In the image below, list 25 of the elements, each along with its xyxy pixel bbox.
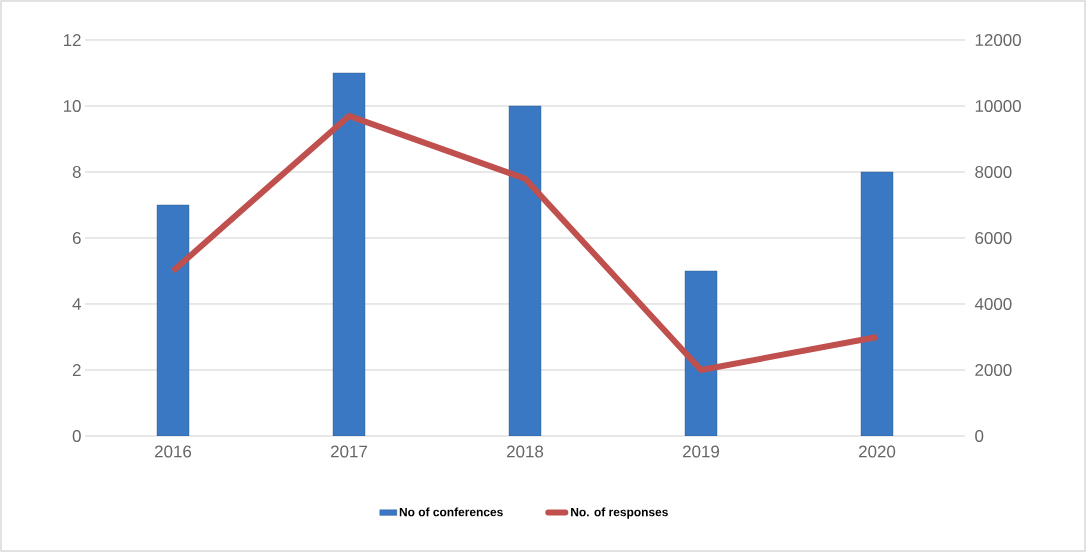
x-tick-label: 2018 [507,445,544,458]
y2-tick-label: 8000 [975,166,1012,178]
x-tick-label: 2020 [859,445,896,458]
y2-tick-label: 12000 [975,34,1021,46]
bar [508,105,542,436]
y-tick-label: 4 [72,298,81,310]
bar [332,72,366,436]
y2-tick-label: 6000 [975,232,1012,244]
bar [156,204,190,436]
x-tick-label: 2019 [683,445,720,458]
y-tick-label: 2 [72,364,81,376]
bar [860,171,894,436]
y-tick-label: 12 [63,34,81,46]
legend-label: No. of responses [571,507,668,519]
y2-tick-label: 4000 [974,298,1012,310]
legend-label: No of conferences [399,507,503,517]
y2-tick-label: 2000 [975,364,1012,376]
x-tick-label: 2016 [155,445,192,458]
y2-tick-label: 0 [975,430,984,442]
y2-tick-label: 10000 [975,100,1021,112]
y-tick-label: 10 [63,100,81,112]
y-tick-label: 0 [72,430,81,442]
y-tick-label: 6 [72,232,81,244]
y-tick-label: 8 [72,166,81,178]
x-tick-label: 2017 [331,445,367,458]
